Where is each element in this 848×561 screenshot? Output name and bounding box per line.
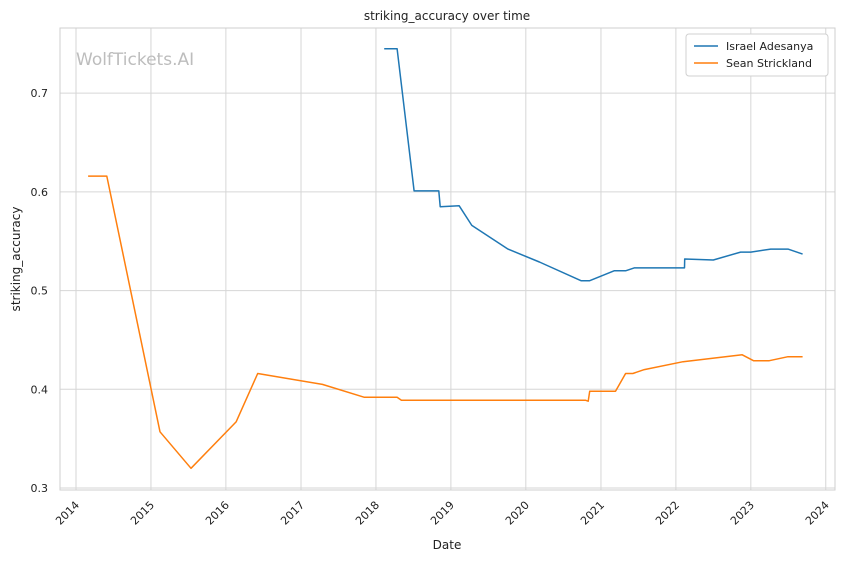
x-tick-label: 2024 xyxy=(803,499,832,528)
x-tick-label: 2017 xyxy=(278,499,307,528)
series-layer xyxy=(88,47,803,470)
y-tick-label: 0.3 xyxy=(31,482,49,495)
x-tick-label: 2014 xyxy=(53,499,82,528)
x-tick-label: 2018 xyxy=(353,499,382,528)
x-tick-label: 2015 xyxy=(128,499,157,528)
x-tick-labels: 2014 2015 2016 2017 2018 2019 2020 2021 2022 2023… xyxy=(53,499,832,528)
y-tick-label: 0.5 xyxy=(31,285,49,298)
watermark: WolfTickets.AI xyxy=(76,50,194,70)
legend: Israel Adesanya Sean Strickland xyxy=(685,33,829,77)
x-tick-label: 2016 xyxy=(203,499,232,528)
chart-title: striking_accuracy over time xyxy=(364,9,530,23)
series-line-0 xyxy=(384,47,803,282)
legend-label: Israel Adesanya xyxy=(726,40,813,53)
x-axis-label: Date xyxy=(433,538,462,552)
x-tick-label: 2019 xyxy=(428,499,457,528)
x-tick-label: 2020 xyxy=(503,499,532,528)
grid xyxy=(60,28,835,490)
y-axis-label: striking_accuracy xyxy=(9,207,23,312)
x-tick-label: 2021 xyxy=(578,499,607,528)
y-tick-label: 0.4 xyxy=(31,383,49,396)
y-tick-label: 0.7 xyxy=(31,87,49,100)
y-tick-label: 0.6 xyxy=(31,186,49,199)
x-tick-label: 2023 xyxy=(728,499,757,528)
legend-label: Sean Strickland xyxy=(726,57,812,70)
series-line-1 xyxy=(88,175,803,470)
plot-frame xyxy=(59,27,836,491)
legend-box xyxy=(685,33,829,77)
x-tick-label: 2022 xyxy=(653,499,682,528)
y-tick-labels: 0.3 0.4 0.5 0.6 0.7 xyxy=(31,87,49,495)
